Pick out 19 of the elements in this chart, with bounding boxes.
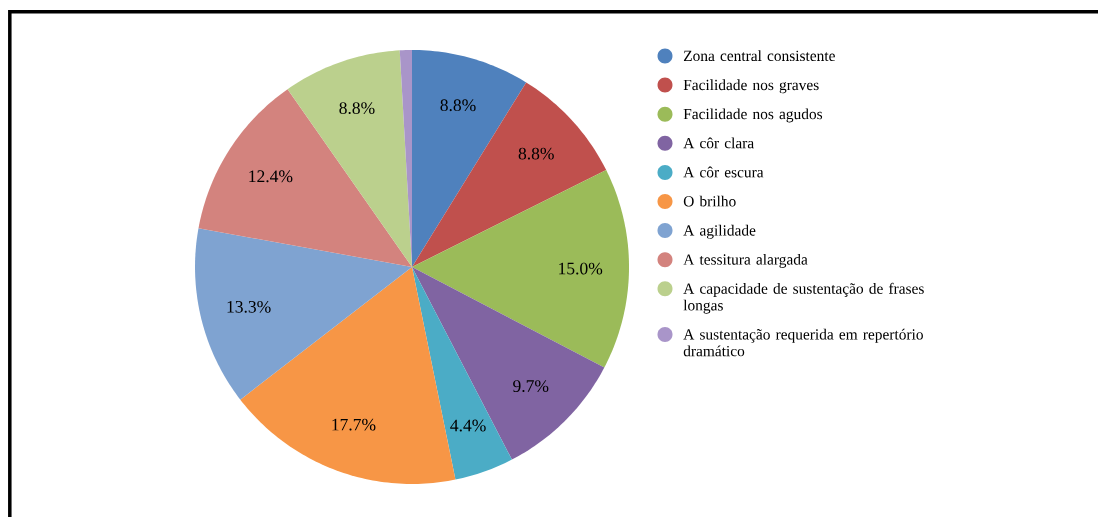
data-label: 8.8% [339,102,375,115]
legend-label: O brilho [683,195,736,207]
data-label: 8.8% [518,147,554,160]
legend-label: A tessitura alargada [683,253,808,268]
data-label: 13.3% [227,300,271,313]
legend-label: A agilidade [683,224,756,239]
data-label: 8.8% [440,99,476,112]
legend-label: A sustentação requerida em repertório dramático [683,328,923,357]
legend-label: A côr clara [683,137,754,149]
legend-label: A côr escura [683,166,764,178]
data-label: 4.4% [450,419,486,432]
legend-label: A capacidade de sustentação de frases longas [683,282,924,314]
data-label: 9.7% [513,380,549,393]
data-label: 15.0% [559,262,603,275]
legend-label: Facilidade nos agudos [683,108,823,123]
legend-label: Zona central consistente [683,50,835,62]
data-label: 12.4% [249,170,293,183]
data-label: 17.7% [332,418,376,431]
legend-label: Facilidade nos graves [683,79,819,94]
